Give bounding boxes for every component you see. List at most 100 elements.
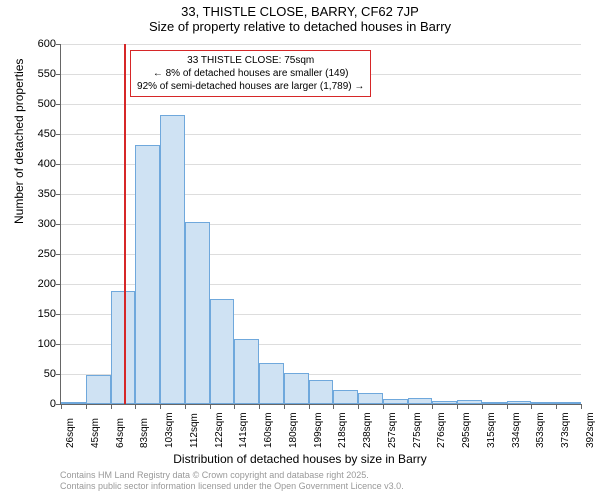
y-tick-mark xyxy=(56,254,61,255)
annotation-line: 92% of semi-detached houses are larger (… xyxy=(137,80,364,93)
histogram-bar xyxy=(457,400,482,404)
x-tick-mark xyxy=(135,404,136,409)
x-tick-label: 276sqm xyxy=(436,412,447,448)
annotation-box: 33 THISTLE CLOSE: 75sqm← 8% of detached … xyxy=(130,50,371,97)
histogram-bar xyxy=(135,145,160,404)
gridline xyxy=(61,44,581,45)
annotation-line: 33 THISTLE CLOSE: 75sqm xyxy=(137,54,364,67)
y-tick-mark xyxy=(56,164,61,165)
credits-text: Contains HM Land Registry data © Crown c… xyxy=(60,470,404,492)
histogram-bar xyxy=(61,402,86,404)
gridline xyxy=(61,134,581,135)
y-tick-mark xyxy=(56,134,61,135)
x-tick-label: 257sqm xyxy=(387,412,398,448)
x-tick-label: 315sqm xyxy=(486,412,497,448)
histogram-bar xyxy=(259,363,284,404)
histogram-bar xyxy=(210,299,235,404)
x-tick-mark xyxy=(86,404,87,409)
chart-plot-area: 05010015020025030035040045050055060026sq… xyxy=(60,44,581,405)
x-tick-mark xyxy=(309,404,310,409)
y-tick-label: 450 xyxy=(21,128,56,140)
y-tick-mark xyxy=(56,374,61,375)
y-tick-mark xyxy=(56,284,61,285)
x-tick-label: 45sqm xyxy=(90,418,101,448)
histogram-bar xyxy=(556,402,581,404)
x-tick-mark xyxy=(210,404,211,409)
x-tick-mark xyxy=(383,404,384,409)
y-tick-label: 500 xyxy=(21,98,56,110)
x-tick-label: 180sqm xyxy=(288,412,299,448)
x-tick-mark xyxy=(556,404,557,409)
y-tick-mark xyxy=(56,224,61,225)
x-tick-mark xyxy=(531,404,532,409)
y-tick-mark xyxy=(56,314,61,315)
y-tick-label: 100 xyxy=(21,338,56,350)
x-tick-mark xyxy=(408,404,409,409)
y-tick-label: 550 xyxy=(21,68,56,80)
histogram-bar xyxy=(86,375,111,404)
x-tick-label: 112sqm xyxy=(189,413,200,448)
x-tick-label: 199sqm xyxy=(313,412,324,448)
histogram-bar xyxy=(309,380,334,404)
x-tick-label: 218sqm xyxy=(337,412,348,448)
y-tick-label: 300 xyxy=(21,218,56,230)
x-tick-label: 392sqm xyxy=(585,412,596,448)
histogram-bar xyxy=(284,373,309,404)
y-tick-label: 250 xyxy=(21,248,56,260)
y-tick-label: 200 xyxy=(21,278,56,290)
x-tick-mark xyxy=(333,404,334,409)
histogram-bar xyxy=(531,402,556,404)
reference-line xyxy=(124,44,126,404)
x-tick-label: 373sqm xyxy=(560,412,571,448)
histogram-bar xyxy=(333,390,358,404)
x-tick-mark xyxy=(358,404,359,409)
credits-line1: Contains HM Land Registry data © Crown c… xyxy=(60,470,404,481)
x-tick-label: 238sqm xyxy=(362,412,373,448)
y-tick-mark xyxy=(56,194,61,195)
x-tick-mark xyxy=(259,404,260,409)
y-tick-label: 150 xyxy=(21,308,56,320)
y-tick-mark xyxy=(56,344,61,345)
gridline xyxy=(61,104,581,105)
y-tick-mark xyxy=(56,74,61,75)
x-tick-label: 103sqm xyxy=(164,412,175,448)
histogram-bar xyxy=(234,339,259,404)
x-tick-mark xyxy=(482,404,483,409)
histogram-bar xyxy=(383,399,408,404)
x-axis-label: Distribution of detached houses by size … xyxy=(0,452,600,466)
x-tick-mark xyxy=(581,404,582,409)
x-tick-mark xyxy=(507,404,508,409)
histogram-bar xyxy=(482,402,507,404)
x-tick-label: 334sqm xyxy=(511,412,522,448)
x-tick-mark xyxy=(61,404,62,409)
y-tick-label: 350 xyxy=(21,188,56,200)
x-tick-label: 122sqm xyxy=(214,412,225,448)
histogram-bar xyxy=(507,401,532,404)
y-tick-mark xyxy=(56,104,61,105)
chart-title-sub: Size of property relative to detached ho… xyxy=(0,19,600,38)
x-tick-label: 275sqm xyxy=(412,412,423,448)
x-tick-mark xyxy=(234,404,235,409)
y-tick-label: 600 xyxy=(21,38,56,50)
histogram-bar xyxy=(432,401,457,404)
x-tick-label: 141sqm xyxy=(238,412,249,448)
histogram-bar xyxy=(111,291,136,404)
x-tick-mark xyxy=(160,404,161,409)
y-tick-label: 0 xyxy=(21,398,56,410)
x-tick-label: 353sqm xyxy=(535,412,546,448)
annotation-line: ← 8% of detached houses are smaller (149… xyxy=(137,67,364,80)
chart-title-main: 33, THISTLE CLOSE, BARRY, CF62 7JP xyxy=(0,0,600,19)
y-tick-mark xyxy=(56,44,61,45)
x-tick-label: 160sqm xyxy=(263,412,274,448)
histogram-bar xyxy=(185,222,210,404)
x-tick-label: 295sqm xyxy=(461,412,472,448)
x-tick-mark xyxy=(185,404,186,409)
histogram-bar xyxy=(408,398,433,404)
histogram-bar xyxy=(160,115,185,404)
x-tick-mark xyxy=(284,404,285,409)
x-tick-label: 64sqm xyxy=(115,418,126,448)
credits-line2: Contains public sector information licen… xyxy=(60,481,404,492)
x-tick-mark xyxy=(457,404,458,409)
x-tick-label: 83sqm xyxy=(139,418,150,448)
y-tick-label: 50 xyxy=(21,368,56,380)
